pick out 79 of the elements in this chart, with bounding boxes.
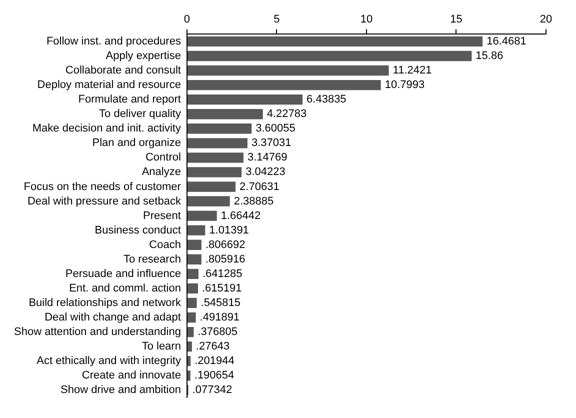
data-label: 2.38885 xyxy=(234,195,274,208)
data-label: 16.4681 xyxy=(486,35,526,48)
bar xyxy=(187,240,202,250)
y-tick-label: Present xyxy=(143,210,181,222)
bar xyxy=(187,167,242,178)
bar xyxy=(187,283,198,294)
bar xyxy=(187,138,248,148)
data-label: 1.01391 xyxy=(209,224,249,236)
bar xyxy=(187,65,389,76)
bar xyxy=(187,254,202,264)
y-tick-label: Business conduct xyxy=(94,224,181,236)
y-tick-label: Act ethically and with integrity xyxy=(36,355,182,368)
bar xyxy=(187,124,252,134)
data-label: 2.70631 xyxy=(240,180,280,193)
bar xyxy=(187,182,236,192)
data-label: .806692 xyxy=(205,238,246,251)
bar xyxy=(187,298,197,308)
bar xyxy=(187,312,196,323)
bar xyxy=(187,36,483,47)
x-tick-label: 5 xyxy=(274,14,280,26)
y-tick-label: Persuade and influence xyxy=(65,268,181,280)
data-label: .805916 xyxy=(205,253,246,266)
y-tick-label: Focus on the needs of customer xyxy=(24,180,182,193)
data-label: .201944 xyxy=(194,355,234,368)
data-label: 3.14769 xyxy=(247,152,288,164)
bar xyxy=(187,152,244,163)
x-tick-label: 10 xyxy=(360,14,373,26)
data-label: 15.86 xyxy=(476,50,504,62)
data-label: 3.60055 xyxy=(256,122,296,135)
data-label: 4.22783 xyxy=(266,108,307,120)
bar xyxy=(187,94,303,105)
y-tick-label: Apply expertise xyxy=(106,50,181,62)
data-label: .545815 xyxy=(200,297,241,309)
y-tick-label: To research xyxy=(123,253,181,266)
bar xyxy=(187,268,198,279)
data-label: .190654 xyxy=(194,370,234,382)
data-label: .615191 xyxy=(202,282,242,294)
y-tick-label: Deploy material and resource xyxy=(37,79,181,92)
data-label: .376805 xyxy=(198,326,238,338)
data-label: 3.04223 xyxy=(246,166,286,178)
data-label: 6.43835 xyxy=(306,94,346,106)
data-label: 11.2421 xyxy=(392,64,432,77)
bar xyxy=(187,356,191,366)
y-tick-label: Plan and organize xyxy=(92,137,181,150)
x-tick-label: 0 xyxy=(184,14,190,26)
y-tick-label: Control xyxy=(145,152,181,164)
x-tick-label: 15 xyxy=(450,14,462,26)
y-tick-label: Make decision and init. activity xyxy=(32,122,182,135)
y-tick-label: Build relationships and network xyxy=(28,297,182,309)
y-tick-label: Show attention and understanding xyxy=(14,326,181,338)
data-label: .077342 xyxy=(192,384,232,396)
data-label: .641285 xyxy=(202,268,242,280)
data-label: 10.7993 xyxy=(384,79,425,92)
y-tick-label: Deal with pressure and setback xyxy=(27,195,182,208)
bar xyxy=(187,326,194,338)
y-tick-label: Deal with change and adapt xyxy=(44,312,181,324)
bar xyxy=(187,109,263,120)
y-tick-label: Formulate and report xyxy=(78,94,181,106)
y-tick-label: Follow inst. and procedures xyxy=(46,35,182,48)
y-tick-label: To deliver quality xyxy=(99,108,182,120)
y-tick-label: Show drive and ambition xyxy=(60,384,181,396)
bar xyxy=(187,341,192,352)
y-tick-label: Collaborate and consult xyxy=(65,64,181,77)
x-tick-label: 20 xyxy=(540,14,552,26)
y-tick-label: Analyze xyxy=(142,166,181,178)
data-label: .491891 xyxy=(200,312,240,324)
y-tick-label: Coach xyxy=(149,238,181,251)
bar xyxy=(187,210,217,221)
data-label: 3.37031 xyxy=(251,137,292,150)
bar xyxy=(187,80,381,90)
bar xyxy=(187,370,190,381)
bar xyxy=(187,196,230,206)
bar xyxy=(187,225,206,236)
y-tick-label: Create and innovate xyxy=(82,370,181,382)
bar xyxy=(187,50,472,62)
y-tick-label: Ent. and comml. action xyxy=(69,282,181,294)
data-label: 1.66442 xyxy=(220,210,261,222)
data-label: .27643 xyxy=(196,340,230,353)
y-tick-label: To learn xyxy=(142,340,181,353)
